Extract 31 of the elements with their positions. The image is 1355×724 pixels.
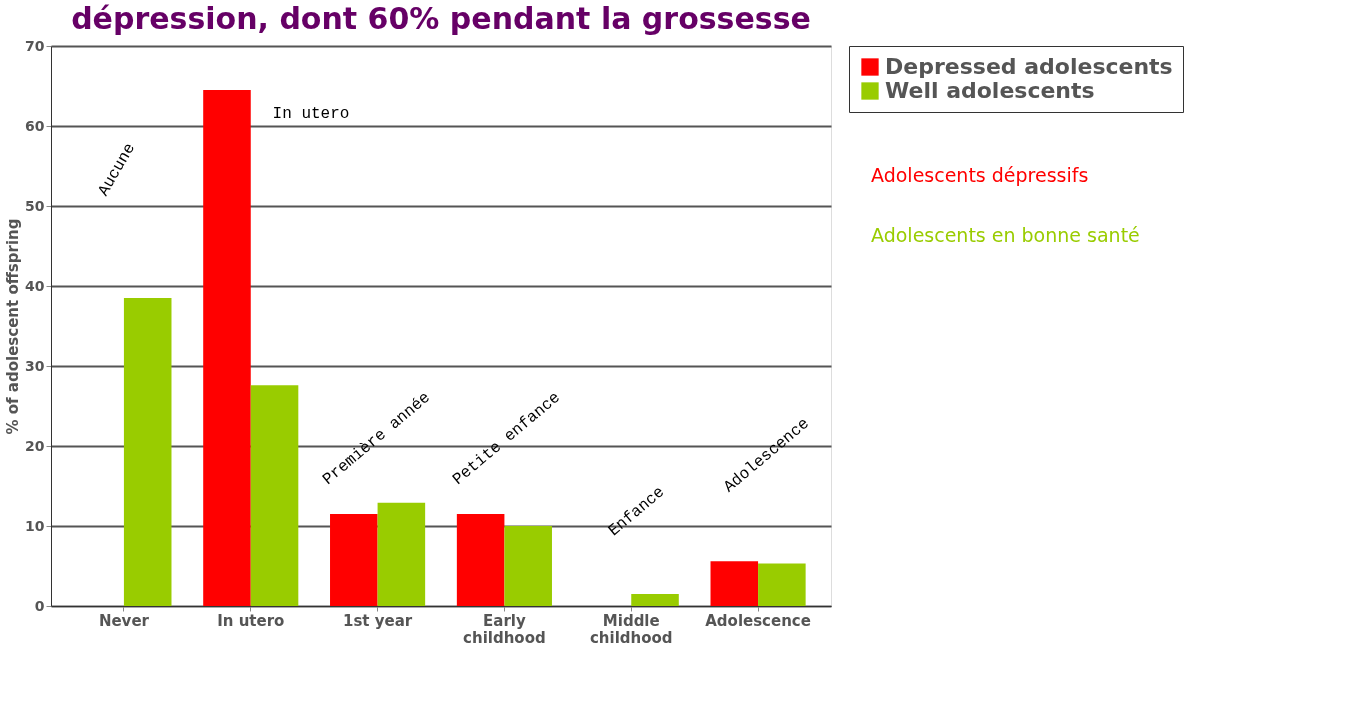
bar: [330, 514, 378, 606]
bar: [631, 594, 679, 606]
text: Adolescents en bonne santé: [871, 224, 1140, 246]
y-tick-label: 0: [34, 597, 45, 614]
x-tick-label: Middle childhood: [589, 611, 673, 647]
bar: [758, 563, 806, 606]
y-axis-title: % of adolescent offspring: [4, 218, 23, 435]
bar: [377, 502, 426, 606]
x-tick-label: Early childhood: [463, 611, 546, 647]
y-tick-label: 40: [25, 277, 45, 294]
x-tick-label: 1st year: [342, 611, 413, 630]
bar: [123, 298, 172, 606]
y-tick-label: 30: [25, 357, 45, 374]
bar: [250, 385, 299, 606]
text: Adolescents dépressifs: [871, 164, 1089, 186]
x-tick-label: In utero: [217, 611, 285, 630]
y-tick-label: 50: [25, 197, 45, 214]
x-tick-label: Adolescence: [705, 611, 811, 630]
chart-title: dépression, dont 60% pendant la grossesse: [71, 1, 811, 36]
legend-label: Depressed adolescents: [885, 54, 1173, 79]
x-tick-label: Never: [98, 611, 150, 630]
bar: [504, 526, 552, 606]
bar: [710, 561, 759, 606]
bar: [203, 90, 251, 606]
legend-label: Well adolescents: [885, 78, 1095, 103]
annotation: In utero: [272, 105, 350, 124]
y-tick-label: 20: [25, 437, 45, 454]
y-tick-label: 70: [25, 37, 45, 54]
y-tick-label: 60: [25, 117, 45, 134]
y-tick-label: 10: [25, 517, 45, 534]
bar: [456, 514, 505, 606]
